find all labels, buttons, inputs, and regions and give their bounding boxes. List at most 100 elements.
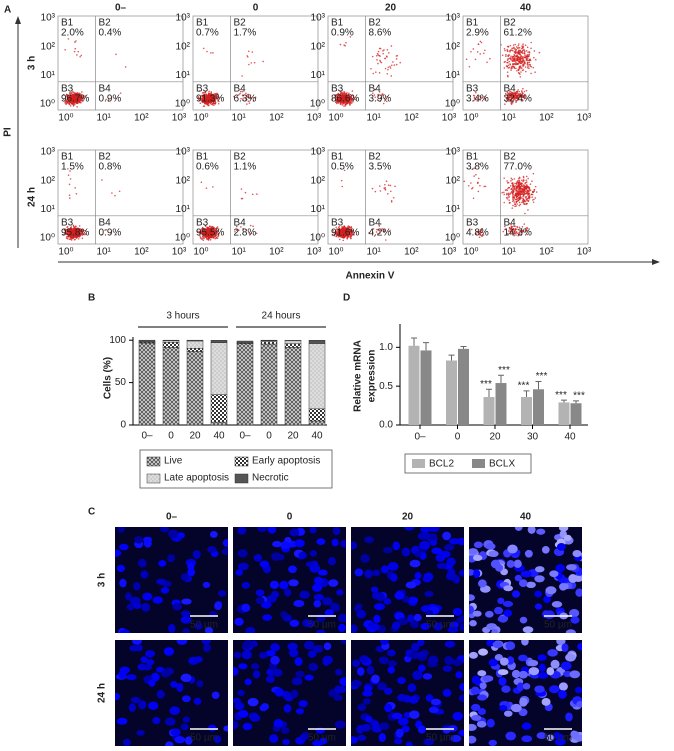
- event-dot: [65, 94, 68, 96]
- y-tick-label: 10²: [446, 41, 461, 52]
- event-dot: [211, 103, 214, 106]
- y-tick-label: 10²: [311, 175, 326, 186]
- event-dot: [251, 51, 254, 53]
- quadrant-percent: 91.6%: [331, 227, 359, 238]
- scale-label: 50 µm: [544, 733, 572, 744]
- micrograph: 50 µm: [469, 527, 582, 633]
- nucleus: [276, 553, 285, 561]
- event-dot: [504, 189, 507, 192]
- nucleus: [288, 648, 299, 658]
- event-dot: [513, 185, 515, 188]
- event-dot: [101, 179, 103, 181]
- quadrant-percent: 0.6%: [196, 162, 219, 173]
- quadrant-name: B4: [99, 83, 112, 94]
- nucleus: [165, 741, 174, 746]
- bar: [521, 397, 532, 425]
- event-dot: [463, 180, 466, 183]
- micrograph: 50 µm: [233, 640, 346, 746]
- event-dot: [506, 180, 508, 182]
- nucleus: [247, 697, 259, 707]
- x-tick-label: 10²: [539, 247, 554, 258]
- nucleus: [479, 682, 487, 690]
- event-dot: [533, 56, 535, 59]
- event-dot: [507, 58, 510, 60]
- event-dot: [526, 63, 529, 66]
- event-dot: [393, 64, 396, 66]
- panel-label: B: [88, 293, 95, 304]
- x-tick-label: 10²: [134, 113, 149, 124]
- event-dot: [512, 191, 515, 194]
- event-dot: [484, 185, 487, 188]
- nucleus: [313, 576, 323, 585]
- event-dot: [371, 55, 374, 58]
- nucleus: [538, 663, 546, 673]
- significance: ***: [498, 365, 510, 376]
- event-dot: [76, 105, 78, 108]
- y-tick-label: 0.5: [379, 381, 393, 392]
- bar-segment: [308, 408, 326, 422]
- event-dot: [71, 95, 74, 97]
- x-tick-label: 10³: [172, 247, 187, 258]
- event-dot: [475, 173, 477, 176]
- y-tick-label: 10⁰: [40, 233, 55, 244]
- nucleus: [407, 683, 417, 693]
- event-dot: [513, 201, 516, 203]
- nucleus: [137, 558, 147, 568]
- nucleus: [408, 696, 419, 704]
- event-dot: [525, 50, 528, 52]
- bar-segment: [308, 340, 326, 344]
- nucleus: [132, 640, 142, 645]
- scale-label: 50 µm: [426, 620, 454, 631]
- event-dot: [528, 194, 531, 197]
- nucleus: [378, 656, 389, 665]
- event-dot: [507, 75, 509, 78]
- event-dot: [483, 52, 485, 55]
- event-dot: [528, 189, 530, 192]
- nucleus: [384, 703, 393, 713]
- nucleus: [327, 557, 336, 566]
- event-dot: [84, 95, 87, 97]
- legend-label: BCL2: [429, 459, 454, 470]
- nucleus: [414, 572, 422, 580]
- nucleus: [214, 602, 222, 611]
- x-tick-label: 10²: [539, 113, 554, 124]
- nucleus: [549, 570, 559, 578]
- nucleus: [417, 725, 427, 734]
- nucleus: [535, 566, 545, 573]
- nucleus: [315, 629, 326, 633]
- nucleus: [259, 704, 268, 712]
- micrograph: 50 µm: [115, 527, 228, 633]
- event-dot: [207, 104, 210, 107]
- event-dot: [516, 185, 519, 188]
- bar-segment: [210, 342, 228, 395]
- event-dot: [508, 66, 511, 69]
- event-dot: [516, 198, 518, 201]
- event-dot: [395, 63, 398, 66]
- event-dot: [384, 188, 386, 191]
- event-dot: [66, 102, 69, 104]
- event-dot: [520, 57, 522, 60]
- nucleus: [291, 677, 303, 686]
- nucleus: [356, 724, 364, 734]
- event-dot: [528, 53, 530, 56]
- x-tick-label: 10¹: [231, 247, 246, 258]
- nucleus: [167, 554, 176, 563]
- event-dot: [524, 212, 526, 215]
- event-dot: [486, 61, 488, 64]
- event-dot: [80, 93, 82, 95]
- nucleus: [295, 670, 305, 678]
- event-dot: [256, 193, 258, 195]
- nucleus: [364, 685, 372, 693]
- nucleus: [524, 549, 533, 558]
- nucleus: [534, 590, 543, 598]
- nucleus: [299, 590, 310, 599]
- legend-label: Necrotic: [252, 473, 289, 484]
- micrograph: 50 µm: [351, 640, 464, 746]
- event-dot: [387, 68, 389, 71]
- nucleus: [330, 602, 340, 611]
- nucleus: [262, 614, 272, 621]
- y-tick-label: 10¹: [41, 70, 56, 81]
- quadrant-percent: 1.5%: [61, 162, 84, 173]
- event-dot: [62, 98, 65, 100]
- event-dot: [339, 43, 342, 46]
